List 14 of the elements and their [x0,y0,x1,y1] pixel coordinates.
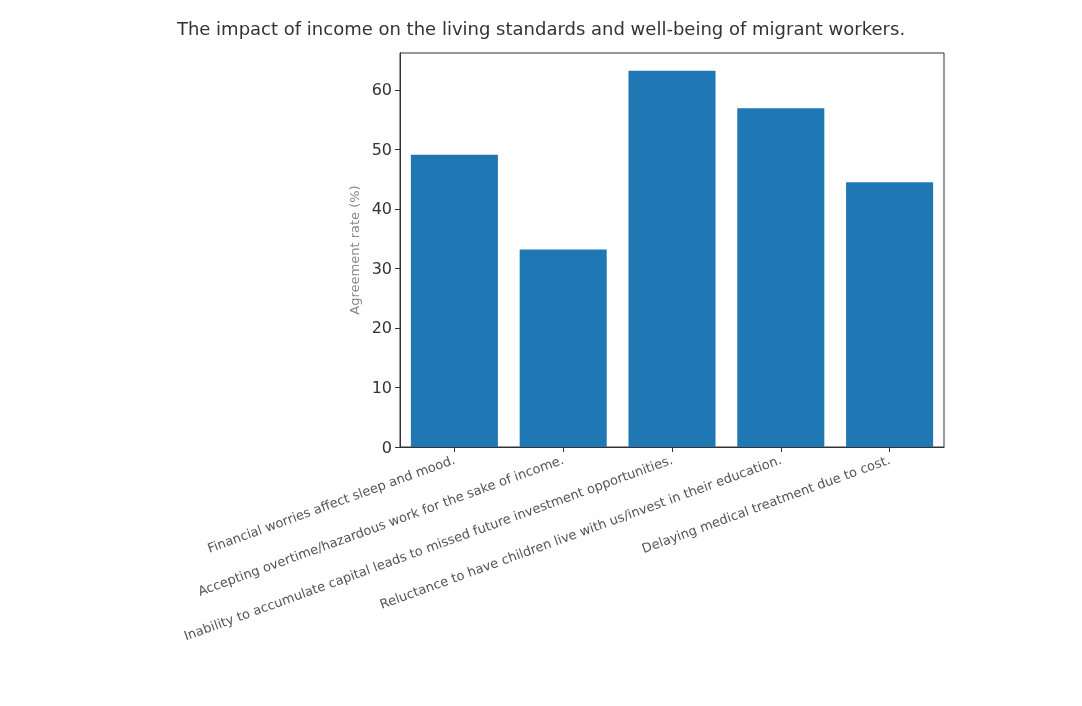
y-tick-label: 60 [371,80,392,100]
y-tick-label: 20 [371,318,392,338]
bar [846,182,934,447]
chart-title: The impact of income on the living standards and well-being of migrant workers. [175,17,906,39]
y-tick-label: 50 [371,139,392,159]
y-tick-label: 40 [371,199,392,219]
y-axis-title: Agreement rate (%) [346,185,362,315]
bar [737,108,825,447]
bar [519,249,607,447]
y-tick-label: 30 [371,258,392,278]
bar [410,154,498,447]
y-tick-label: 10 [371,377,392,397]
bar [628,70,716,447]
y-tick-label: 0 [381,437,392,457]
